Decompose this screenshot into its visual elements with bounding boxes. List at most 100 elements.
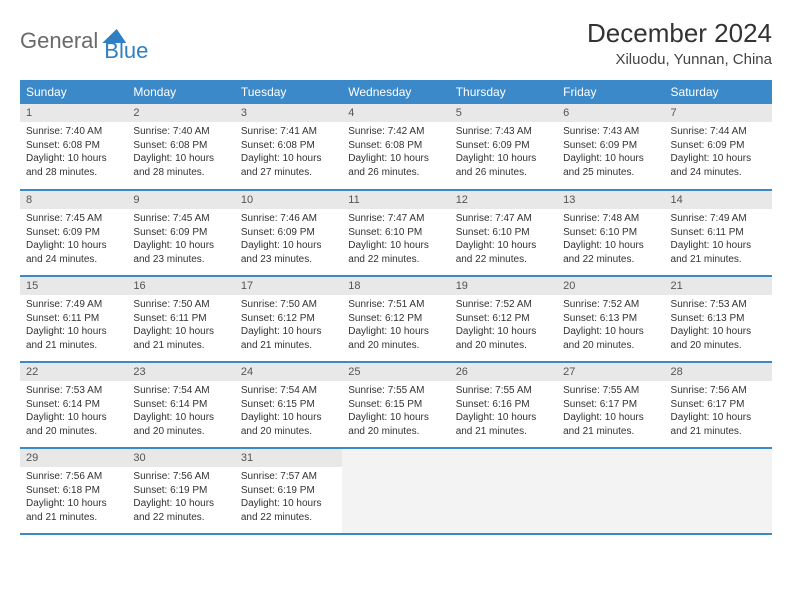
calendar-table: Sunday Monday Tuesday Wednesday Thursday… xyxy=(20,80,772,535)
day-number: 20 xyxy=(557,277,664,295)
calendar-day-cell: 22Sunrise: 7:53 AMSunset: 6:14 PMDayligh… xyxy=(20,362,127,448)
day-number: 3 xyxy=(235,104,342,122)
calendar-day-cell: 31Sunrise: 7:57 AMSunset: 6:19 PMDayligh… xyxy=(235,448,342,534)
day-details: Sunrise: 7:53 AMSunset: 6:13 PMDaylight:… xyxy=(665,295,772,356)
day-details: Sunrise: 7:46 AMSunset: 6:09 PMDaylight:… xyxy=(235,209,342,270)
day-details: Sunrise: 7:57 AMSunset: 6:19 PMDaylight:… xyxy=(235,467,342,528)
calendar-week-row: 1Sunrise: 7:40 AMSunset: 6:08 PMDaylight… xyxy=(20,104,772,190)
day-number: 17 xyxy=(235,277,342,295)
calendar-empty-cell xyxy=(557,448,664,534)
weekday-header: Wednesday xyxy=(342,80,449,104)
day-details: Sunrise: 7:47 AMSunset: 6:10 PMDaylight:… xyxy=(450,209,557,270)
day-details: Sunrise: 7:55 AMSunset: 6:15 PMDaylight:… xyxy=(342,381,449,442)
calendar-day-cell: 23Sunrise: 7:54 AMSunset: 6:14 PMDayligh… xyxy=(127,362,234,448)
day-number: 25 xyxy=(342,363,449,381)
calendar-day-cell: 5Sunrise: 7:43 AMSunset: 6:09 PMDaylight… xyxy=(450,104,557,190)
calendar-day-cell: 19Sunrise: 7:52 AMSunset: 6:12 PMDayligh… xyxy=(450,276,557,362)
calendar-day-cell: 30Sunrise: 7:56 AMSunset: 6:19 PMDayligh… xyxy=(127,448,234,534)
weekday-header: Saturday xyxy=(665,80,772,104)
day-details: Sunrise: 7:40 AMSunset: 6:08 PMDaylight:… xyxy=(20,122,127,183)
day-number: 28 xyxy=(665,363,772,381)
day-number: 14 xyxy=(665,191,772,209)
calendar-day-cell: 8Sunrise: 7:45 AMSunset: 6:09 PMDaylight… xyxy=(20,190,127,276)
day-number: 16 xyxy=(127,277,234,295)
day-number: 29 xyxy=(20,449,127,467)
day-details: Sunrise: 7:56 AMSunset: 6:19 PMDaylight:… xyxy=(127,467,234,528)
day-number: 22 xyxy=(20,363,127,381)
calendar-day-cell: 24Sunrise: 7:54 AMSunset: 6:15 PMDayligh… xyxy=(235,362,342,448)
day-details: Sunrise: 7:49 AMSunset: 6:11 PMDaylight:… xyxy=(665,209,772,270)
calendar-day-cell: 16Sunrise: 7:50 AMSunset: 6:11 PMDayligh… xyxy=(127,276,234,362)
calendar-week-row: 8Sunrise: 7:45 AMSunset: 6:09 PMDaylight… xyxy=(20,190,772,276)
day-number: 10 xyxy=(235,191,342,209)
day-details: Sunrise: 7:40 AMSunset: 6:08 PMDaylight:… xyxy=(127,122,234,183)
day-details: Sunrise: 7:45 AMSunset: 6:09 PMDaylight:… xyxy=(20,209,127,270)
day-details: Sunrise: 7:52 AMSunset: 6:13 PMDaylight:… xyxy=(557,295,664,356)
calendar-week-row: 15Sunrise: 7:49 AMSunset: 6:11 PMDayligh… xyxy=(20,276,772,362)
calendar-day-cell: 26Sunrise: 7:55 AMSunset: 6:16 PMDayligh… xyxy=(450,362,557,448)
day-details: Sunrise: 7:45 AMSunset: 6:09 PMDaylight:… xyxy=(127,209,234,270)
day-details: Sunrise: 7:52 AMSunset: 6:12 PMDaylight:… xyxy=(450,295,557,356)
day-details: Sunrise: 7:48 AMSunset: 6:10 PMDaylight:… xyxy=(557,209,664,270)
day-details: Sunrise: 7:41 AMSunset: 6:08 PMDaylight:… xyxy=(235,122,342,183)
day-number: 24 xyxy=(235,363,342,381)
weekday-header: Monday xyxy=(127,80,234,104)
day-number: 15 xyxy=(20,277,127,295)
calendar-day-cell: 6Sunrise: 7:43 AMSunset: 6:09 PMDaylight… xyxy=(557,104,664,190)
weekday-header: Thursday xyxy=(450,80,557,104)
day-number: 1 xyxy=(20,104,127,122)
day-details: Sunrise: 7:43 AMSunset: 6:09 PMDaylight:… xyxy=(557,122,664,183)
day-details: Sunrise: 7:42 AMSunset: 6:08 PMDaylight:… xyxy=(342,122,449,183)
calendar-day-cell: 20Sunrise: 7:52 AMSunset: 6:13 PMDayligh… xyxy=(557,276,664,362)
logo-text-general: General xyxy=(20,28,98,54)
day-number: 6 xyxy=(557,104,664,122)
day-number: 23 xyxy=(127,363,234,381)
logo: General Blue xyxy=(20,18,148,64)
weekday-header: Tuesday xyxy=(235,80,342,104)
calendar-empty-cell xyxy=(450,448,557,534)
calendar-day-cell: 11Sunrise: 7:47 AMSunset: 6:10 PMDayligh… xyxy=(342,190,449,276)
day-number: 4 xyxy=(342,104,449,122)
day-details: Sunrise: 7:53 AMSunset: 6:14 PMDaylight:… xyxy=(20,381,127,442)
calendar-day-cell: 13Sunrise: 7:48 AMSunset: 6:10 PMDayligh… xyxy=(557,190,664,276)
calendar-day-cell: 17Sunrise: 7:50 AMSunset: 6:12 PMDayligh… xyxy=(235,276,342,362)
calendar-day-cell: 14Sunrise: 7:49 AMSunset: 6:11 PMDayligh… xyxy=(665,190,772,276)
calendar-empty-cell xyxy=(342,448,449,534)
day-details: Sunrise: 7:47 AMSunset: 6:10 PMDaylight:… xyxy=(342,209,449,270)
day-details: Sunrise: 7:56 AMSunset: 6:17 PMDaylight:… xyxy=(665,381,772,442)
location-text: Xiluodu, Yunnan, China xyxy=(587,51,772,68)
calendar-day-cell: 9Sunrise: 7:45 AMSunset: 6:09 PMDaylight… xyxy=(127,190,234,276)
calendar-day-cell: 28Sunrise: 7:56 AMSunset: 6:17 PMDayligh… xyxy=(665,362,772,448)
day-number: 19 xyxy=(450,277,557,295)
day-details: Sunrise: 7:56 AMSunset: 6:18 PMDaylight:… xyxy=(20,467,127,528)
day-number: 2 xyxy=(127,104,234,122)
day-details: Sunrise: 7:44 AMSunset: 6:09 PMDaylight:… xyxy=(665,122,772,183)
calendar-day-cell: 10Sunrise: 7:46 AMSunset: 6:09 PMDayligh… xyxy=(235,190,342,276)
day-details: Sunrise: 7:49 AMSunset: 6:11 PMDaylight:… xyxy=(20,295,127,356)
calendar-day-cell: 3Sunrise: 7:41 AMSunset: 6:08 PMDaylight… xyxy=(235,104,342,190)
weekday-header-row: Sunday Monday Tuesday Wednesday Thursday… xyxy=(20,80,772,104)
day-details: Sunrise: 7:43 AMSunset: 6:09 PMDaylight:… xyxy=(450,122,557,183)
day-number: 18 xyxy=(342,277,449,295)
day-details: Sunrise: 7:51 AMSunset: 6:12 PMDaylight:… xyxy=(342,295,449,356)
day-number: 11 xyxy=(342,191,449,209)
calendar-day-cell: 7Sunrise: 7:44 AMSunset: 6:09 PMDaylight… xyxy=(665,104,772,190)
day-number: 27 xyxy=(557,363,664,381)
title-block: December 2024 Xiluodu, Yunnan, China xyxy=(587,18,772,68)
day-number: 9 xyxy=(127,191,234,209)
calendar-day-cell: 15Sunrise: 7:49 AMSunset: 6:11 PMDayligh… xyxy=(20,276,127,362)
weekday-header: Sunday xyxy=(20,80,127,104)
calendar-day-cell: 25Sunrise: 7:55 AMSunset: 6:15 PMDayligh… xyxy=(342,362,449,448)
calendar-week-row: 22Sunrise: 7:53 AMSunset: 6:14 PMDayligh… xyxy=(20,362,772,448)
calendar-day-cell: 27Sunrise: 7:55 AMSunset: 6:17 PMDayligh… xyxy=(557,362,664,448)
calendar-day-cell: 21Sunrise: 7:53 AMSunset: 6:13 PMDayligh… xyxy=(665,276,772,362)
calendar-day-cell: 4Sunrise: 7:42 AMSunset: 6:08 PMDaylight… xyxy=(342,104,449,190)
day-number: 21 xyxy=(665,277,772,295)
calendar-day-cell: 18Sunrise: 7:51 AMSunset: 6:12 PMDayligh… xyxy=(342,276,449,362)
calendar-day-cell: 1Sunrise: 7:40 AMSunset: 6:08 PMDaylight… xyxy=(20,104,127,190)
month-title: December 2024 xyxy=(587,18,772,49)
calendar-day-cell: 12Sunrise: 7:47 AMSunset: 6:10 PMDayligh… xyxy=(450,190,557,276)
day-number: 7 xyxy=(665,104,772,122)
day-number: 26 xyxy=(450,363,557,381)
day-details: Sunrise: 7:54 AMSunset: 6:15 PMDaylight:… xyxy=(235,381,342,442)
